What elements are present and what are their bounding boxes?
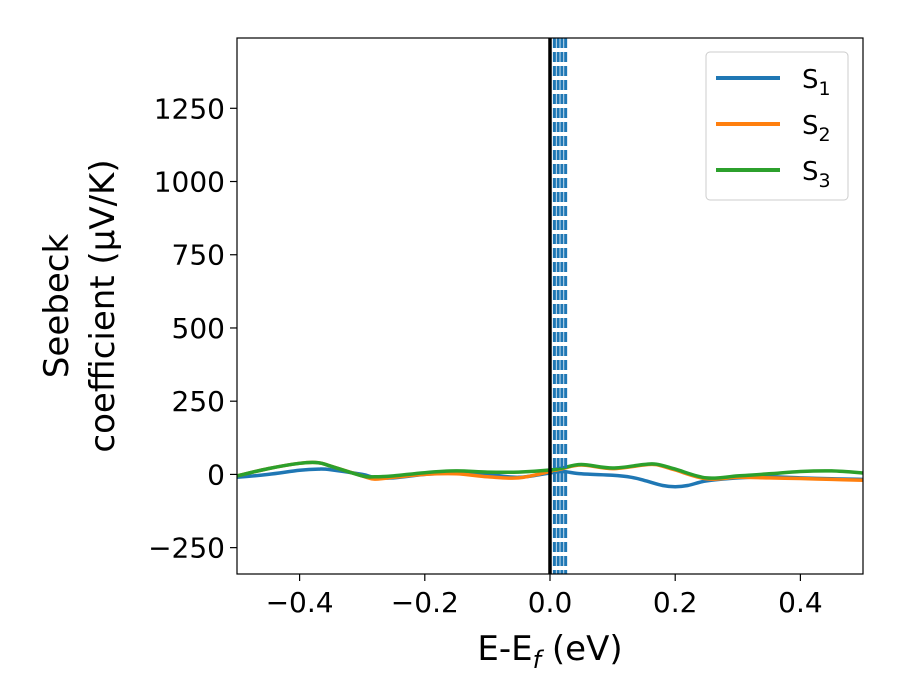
y-tick-label: 1000 xyxy=(154,166,225,199)
x-tick-label: 0.4 xyxy=(778,586,823,619)
y-tick-label: 500 xyxy=(172,312,225,345)
legend: S1 S2 S3 xyxy=(705,51,849,201)
x-tick-label: −0.2 xyxy=(391,586,459,619)
x-axis: −0.4 −0.2 0.0 0.2 0.4 xyxy=(266,574,823,619)
x-axis-title: E-Ef (eV) xyxy=(477,629,622,674)
y-tick-label: 0 xyxy=(207,458,225,491)
x-tick-label: −0.4 xyxy=(266,586,334,619)
legend-label-s2: S2 xyxy=(802,111,831,146)
legend-label-s3: S3 xyxy=(802,157,831,192)
legend-label-s1: S1 xyxy=(802,65,831,100)
x-tick-label: 0.0 xyxy=(528,586,573,619)
y-axis-title-line1: Seebeck xyxy=(37,234,77,379)
y-axis-title: Seebeck coefficient (μV/K) xyxy=(37,159,123,452)
y-tick-label: 1250 xyxy=(154,92,225,125)
plot-lines xyxy=(237,38,863,574)
y-axis-title-line2: coefficient (μV/K) xyxy=(83,159,123,452)
y-tick-label: 250 xyxy=(172,385,225,418)
y-tick-label: −250 xyxy=(148,532,225,565)
y-tick-label: 750 xyxy=(172,239,225,272)
x-tick-label: 0.2 xyxy=(653,586,698,619)
y-axis: −250 0 250 500 750 1000 1250 xyxy=(148,92,237,565)
